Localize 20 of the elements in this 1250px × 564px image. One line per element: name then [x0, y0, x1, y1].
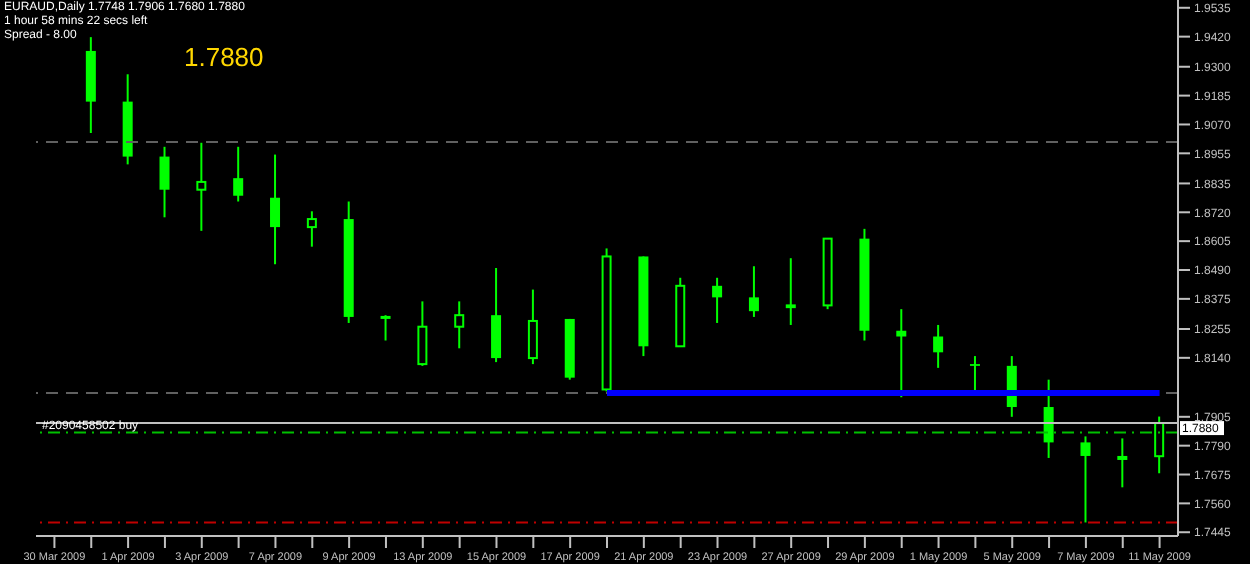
candlestick [454, 300, 465, 350]
candlestick [1043, 378, 1054, 459]
candlestick [270, 153, 281, 266]
candlestick [896, 308, 907, 399]
candlestick [491, 267, 502, 364]
candlestick [1154, 415, 1165, 475]
candlestick [1080, 435, 1091, 524]
candlestick [785, 257, 796, 326]
candlestick [1117, 437, 1128, 489]
candlestick [233, 145, 244, 203]
candlestick [527, 288, 538, 366]
candlestick [748, 265, 759, 318]
candlestick [306, 210, 317, 248]
candlestick [380, 314, 391, 342]
candlestick [417, 300, 428, 367]
candlestick [712, 276, 723, 324]
annotation: 1.7880 [184, 42, 264, 72]
candlestick [933, 323, 944, 369]
candlestick [196, 141, 207, 232]
candlestick [159, 145, 170, 219]
